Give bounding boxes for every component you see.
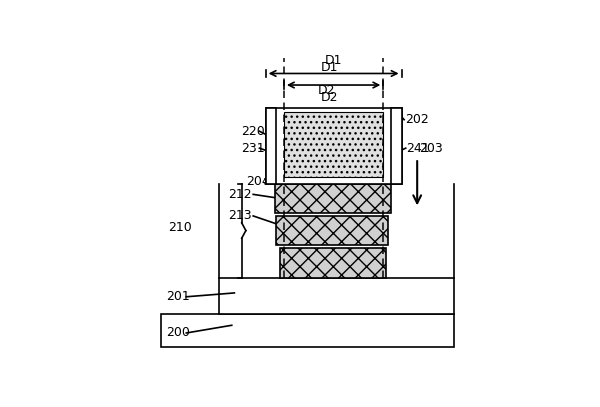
Bar [266, 108, 276, 184]
Bar [276, 216, 388, 245]
Text: 231: 231 [241, 142, 264, 155]
Text: 212: 212 [228, 188, 252, 201]
Bar [280, 248, 386, 278]
Bar [161, 315, 454, 347]
Text: 220: 220 [241, 125, 265, 138]
Text: 241: 241 [406, 142, 430, 155]
Text: 202: 202 [405, 113, 429, 126]
Bar [275, 184, 391, 213]
Bar [284, 112, 383, 177]
Bar [219, 278, 454, 315]
Text: 203: 203 [419, 142, 443, 155]
Text: D2: D2 [320, 91, 338, 104]
Bar [266, 108, 401, 184]
Text: 200: 200 [166, 326, 190, 339]
Text: 204: 204 [247, 175, 270, 188]
Text: D1: D1 [320, 61, 338, 74]
Bar [391, 108, 401, 184]
Text: 210: 210 [167, 221, 191, 234]
Text: 213: 213 [228, 210, 252, 223]
Text: D1: D1 [325, 54, 343, 67]
Text: D2: D2 [318, 84, 335, 97]
Text: 201: 201 [166, 290, 190, 303]
